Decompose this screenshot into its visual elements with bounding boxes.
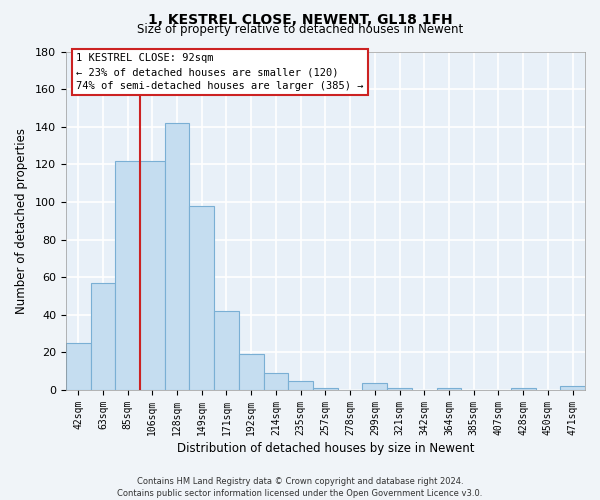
- Bar: [66, 343, 91, 390]
- Text: Contains HM Land Registry data © Crown copyright and database right 2024.
Contai: Contains HM Land Registry data © Crown c…: [118, 476, 482, 498]
- Bar: [511, 388, 536, 390]
- Bar: [115, 160, 140, 390]
- X-axis label: Distribution of detached houses by size in Newent: Distribution of detached houses by size …: [176, 442, 474, 455]
- Bar: [190, 206, 214, 390]
- Bar: [437, 388, 461, 390]
- Bar: [387, 388, 412, 390]
- Text: 1, KESTREL CLOSE, NEWENT, GL18 1FH: 1, KESTREL CLOSE, NEWENT, GL18 1FH: [148, 12, 452, 26]
- Bar: [164, 123, 190, 390]
- Bar: [313, 388, 338, 390]
- Bar: [289, 380, 313, 390]
- Bar: [239, 354, 263, 390]
- Bar: [91, 283, 115, 390]
- Y-axis label: Number of detached properties: Number of detached properties: [15, 128, 28, 314]
- Text: Size of property relative to detached houses in Newent: Size of property relative to detached ho…: [137, 22, 463, 36]
- Bar: [140, 160, 164, 390]
- Text: 1 KESTREL CLOSE: 92sqm
← 23% of detached houses are smaller (120)
74% of semi-de: 1 KESTREL CLOSE: 92sqm ← 23% of detached…: [76, 53, 364, 91]
- Bar: [214, 311, 239, 390]
- Bar: [263, 373, 289, 390]
- Bar: [560, 386, 585, 390]
- Bar: [362, 382, 387, 390]
